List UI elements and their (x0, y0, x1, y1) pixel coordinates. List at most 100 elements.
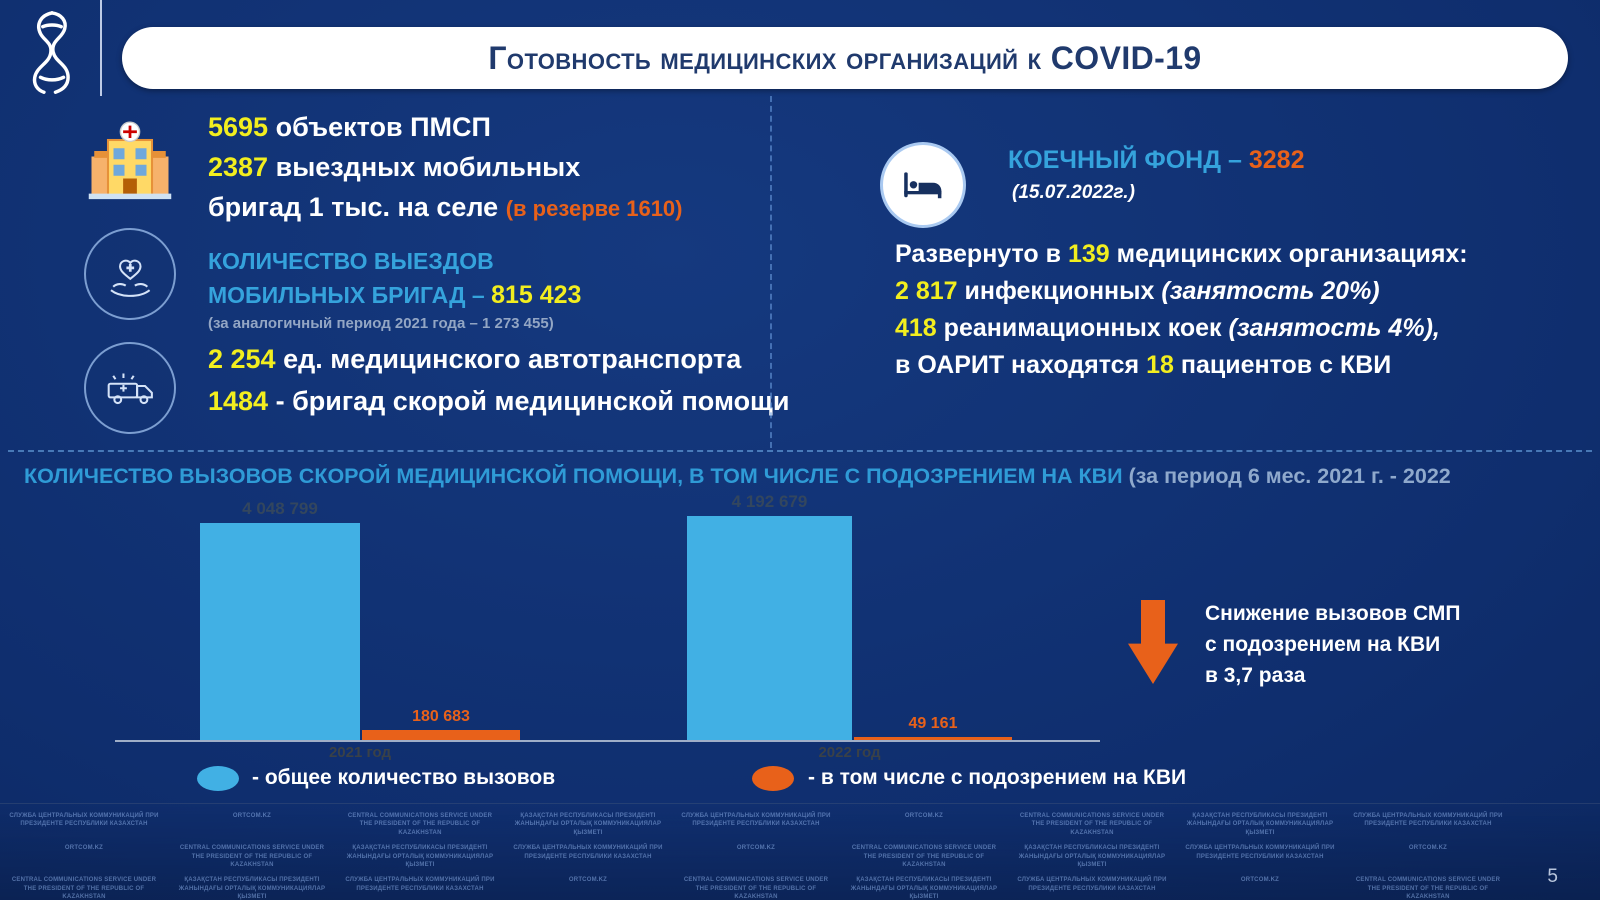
pmsp-value: 5695 (208, 112, 269, 142)
chart-title-period: (за период 6 мес. 2021 г. - 2022 (1128, 464, 1451, 488)
brigades-line-2: бригад 1 тыс. на селе (в резерве 1610) (208, 192, 683, 223)
infectious-label: инфекционных (964, 277, 1155, 305)
callout-line-1: Снижение вызовов СМП (1205, 602, 1461, 625)
mobile-brigade-circle (84, 228, 176, 320)
bed-fund-date: (15.07.2022г.) (1012, 182, 1135, 203)
legend-swatch-kvi (752, 766, 794, 791)
ambulance-value: 1484 (208, 386, 269, 416)
callout-line-2: с подозрением на КВИ (1205, 633, 1441, 656)
category-label-2022: 2022 год (818, 744, 881, 761)
watermark-text: ORTCOM.KZ (1240, 877, 1280, 884)
chart-title-text: КОЛИЧЕСТВО ВЫЗОВОВ СКОРОЙ МЕДИЦИНСКОЙ ПО… (24, 464, 1123, 488)
trips-value: 815 423 (491, 281, 582, 309)
horizontal-divider (8, 450, 1592, 452)
watermark-text: ҚАЗАҚСТАН РЕСПУБЛИКАСЫ ПРЕЗИДЕНТІ ЖАНЫНД… (346, 845, 494, 868)
icu-note: (занятость 4%), (1228, 314, 1440, 342)
bar-label-2021-total: 4 048 799 (242, 499, 318, 518)
brigades-label-2: бригад 1 тыс. на селе (208, 192, 499, 222)
watermark-text: CENTRAL COMMUNICATIONS SERVICE UNDER THE… (1355, 877, 1501, 900)
page-number: 5 (1547, 866, 1558, 887)
watermark-text: CENTRAL COMMUNICATIONS SERVICE UNDER THE… (683, 877, 829, 900)
brigades-line: 2387 выездных мобильных (208, 152, 580, 183)
icu-value: 418 (895, 314, 937, 342)
trips-note: (за аналогичный период 2021 года – 1 273… (208, 315, 554, 332)
icu-label: реанимационных коек (943, 314, 1222, 342)
watermark-text: СЛУЖБА ЦЕНТРАЛЬНЫХ КОММУНИКАЦИЙ ПРИ ПРЕЗ… (345, 877, 495, 892)
transport-line: 2 254 ед. медицинского автотранспорта (208, 344, 741, 375)
bed-circle (880, 142, 966, 228)
watermark-text: ORTCOM.KZ (64, 845, 104, 852)
deployed-value: 139 (1067, 240, 1110, 268)
infectious-line: 2 817 инфекционных (занятость 20%) (895, 277, 1380, 306)
watermark-text: ҚАЗАҚСТАН РЕСПУБЛИКАСЫ ПРЕЗИДЕНТІ ЖАНЫНД… (1186, 813, 1334, 836)
brigades-value: 2387 (208, 152, 269, 182)
legend-label-kvi: - в том числе с подозрением на КВИ (808, 766, 1187, 789)
trips-title-2: МОБИЛЬНЫХ БРИГАД – 815 423 (208, 281, 581, 310)
watermark-text: CENTRAL COMMUNICATIONS SERVICE UNDER THE… (1019, 813, 1165, 836)
trips-title-1: КОЛИЧЕСТВО ВЫЕЗДОВ (208, 248, 494, 274)
bar-label-2022-kvi: 49 161 (908, 715, 958, 732)
snow-leopard-emblem-icon (32, 11, 70, 94)
x-axis-line (115, 740, 1100, 742)
watermark-text: ORTCOM.KZ (904, 813, 944, 819)
deployed-line: Развернуто в 139 медицинских организация… (895, 240, 1468, 269)
watermark-text: ҚАЗАҚСТАН РЕСПУБЛИКАСЫ ПРЕЗИДЕНТІ ЖАНЫНД… (514, 813, 662, 836)
hands-heart-icon (110, 259, 150, 297)
watermark-text: ORTCOM.KZ (1408, 845, 1448, 852)
brigades-reserve: (в резерве 1610) (505, 196, 683, 221)
oarit-line: в ОАРИТ находятся 18 пациентов с КВИ (895, 351, 1391, 380)
trips-title-2-text: МОБИЛЬНЫХ БРИГАД (208, 282, 466, 308)
bed-fund-value: 3282 (1248, 146, 1305, 174)
watermark-text: СЛУЖБА ЦЕНТРАЛЬНЫХ КОММУНИКАЦИЙ ПРИ ПРЕЗ… (681, 813, 831, 828)
watermark-text: СЛУЖБА ЦЕНТРАЛЬНЫХ КОММУНИКАЦИЙ ПРИ ПРЕЗ… (1017, 877, 1167, 892)
watermark-text: СЛУЖБА ЦЕНТРАЛЬНЫХ КОММУНИКАЦИЙ ПРИ ПРЕЗ… (1185, 845, 1335, 860)
vertical-divider (770, 96, 772, 448)
watermark-text: СЛУЖБА ЦЕНТРАЛЬНЫХ КОММУНИКАЦИЙ ПРИ ПРЕЗ… (513, 845, 663, 860)
watermark-text: CENTRAL COMMUNICATIONS SERVICE UNDER THE… (179, 845, 325, 868)
hospital-icon (86, 118, 174, 206)
emblem-logo (14, 6, 90, 98)
page-title: Готовность медицинских организаций к COV… (488, 39, 1202, 76)
watermark-text: ҚАЗАҚСТАН РЕСПУБЛИКАСЫ ПРЕЗИДЕНТІ ЖАНЫНД… (178, 877, 326, 900)
callout-line-3: в 3,7 раза (1205, 664, 1306, 687)
ambulance-icon (107, 373, 153, 404)
bed-fund-title: КОЕЧНЫЙ ФОНД (1008, 146, 1222, 174)
deployed-pre: Развернуто в (895, 240, 1062, 268)
watermark-text: ҚАЗАҚСТАН РЕСПУБЛИКАСЫ ПРЕЗИДЕНТІ ЖАНЫНД… (850, 877, 998, 900)
bed-fund-dash: – (1228, 146, 1242, 174)
ambulance-circle (84, 342, 176, 434)
watermark-text: ORTCOM.KZ (232, 813, 272, 819)
hospital-building-icon (88, 121, 172, 200)
watermark-text: CENTRAL COMMUNICATIONS SERVICE UNDER THE… (11, 877, 157, 900)
legend-label-total: - общее количество вызовов (252, 766, 556, 789)
brigades-label: выездных мобильных (275, 152, 581, 182)
down-arrow-icon (1128, 600, 1178, 684)
watermark-text: CENTRAL COMMUNICATIONS SERVICE UNDER THE… (851, 845, 997, 868)
deployed-post: медицинских организациях: (1116, 240, 1468, 268)
bar-2022-kvi: 49 161 (854, 715, 1012, 740)
logo-divider (100, 0, 102, 96)
pmsp-label: объектов ПМСП (275, 112, 491, 142)
hospital-bed-icon (904, 172, 942, 199)
category-label-2021: 2021 год (328, 744, 392, 761)
oarit-pre: в ОАРИТ находятся (895, 351, 1140, 379)
oarit-value: 18 (1146, 351, 1174, 379)
infectious-note: (занятость 20%) (1161, 277, 1380, 305)
transport-label: ед. медицинского автотранспорта (283, 344, 742, 374)
trips-dash: – (471, 282, 485, 308)
watermark-text: ORTCOM.KZ (736, 845, 776, 852)
watermark-text: CENTRAL COMMUNICATIONS SERVICE UNDER THE… (347, 813, 493, 836)
infectious-value: 2 817 (895, 277, 958, 305)
oarit-post: пациентов с КВИ (1180, 351, 1392, 379)
bed-fund-line: КОЕЧНЫЙ ФОНД – 3282 (1008, 146, 1304, 175)
title-banner: Готовность медицинских организаций к COV… (122, 27, 1568, 89)
bar-2022-total: 4 192 679 (687, 492, 852, 740)
legend-swatch-total (197, 766, 239, 791)
bar-2021-total: 4 048 799 (200, 499, 360, 740)
watermark-text: ORTCOM.KZ (568, 877, 608, 884)
bar-chart: 4 048 799 180 683 4 192 679 49 161 2021 … (115, 492, 1110, 761)
bar-label-2021-kvi: 180 683 (412, 708, 470, 725)
callout-text: Снижение вызовов СМП с подозрением на КВ… (1205, 598, 1565, 691)
watermark-text: СЛУЖБА ЦЕНТРАЛЬНЫХ КОММУНИКАЦИЙ ПРИ ПРЕЗ… (9, 813, 159, 828)
